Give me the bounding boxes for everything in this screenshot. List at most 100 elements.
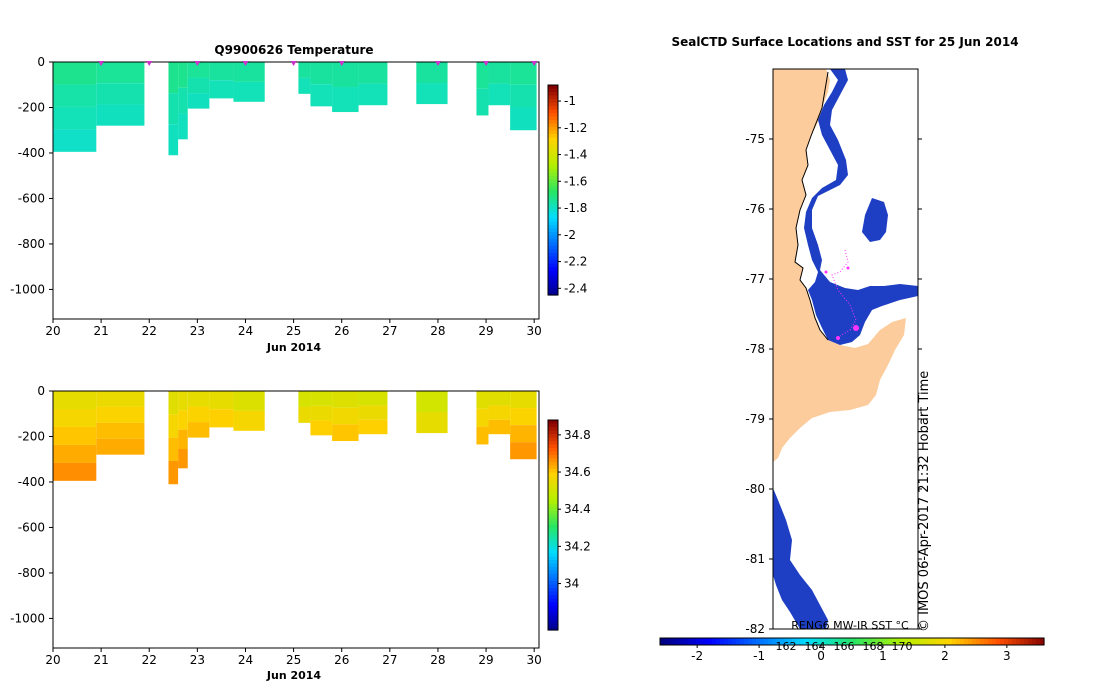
profile-cell [476,408,489,427]
sst-colorbar-segment [744,638,749,645]
sst-colorbar-segment [948,638,953,645]
x-tick-label: 27 [382,324,397,338]
profile-cell [510,107,537,131]
profile-cell [168,124,179,156]
colorbar-segment [548,549,558,554]
profile-cell [488,405,511,420]
colorbar-segment [548,619,558,624]
colorbar-tick-label: -1.2 [564,121,587,135]
x-tick-label: 30 [527,324,542,338]
sst-colorbar-segment [724,638,729,645]
y-tick-label: -1000 [10,282,45,296]
profile-cell [476,426,489,445]
map-panel: SealCTD Surface Locations and SST for 25… [659,35,1045,663]
sst-colorbar-segment [932,638,937,645]
overlay-scale-label: 162 [776,640,797,653]
colorbar-segment [548,577,558,582]
profile-cell [53,106,97,130]
sst-colorbar-segment [732,638,737,645]
sst-colorbar-segment [1036,638,1041,645]
profile-cell [187,77,210,94]
colorbar-segment [548,539,558,544]
colorbar-segment [548,511,558,516]
colorbar-tick-label: 34.8 [564,428,591,442]
profile-cell [358,405,388,420]
colorbar-segment [548,514,558,519]
y-tick-label: 0 [37,55,45,69]
profile-cell [53,391,97,409]
profile-cell [168,62,179,94]
profile-cell [510,408,537,426]
colorbar-segment [548,598,558,603]
colorbar-segment [548,560,558,565]
colorbar-segment [548,546,558,551]
sst-colorbar-tick-label: -1 [753,649,765,663]
colorbar-segment [548,197,558,202]
colorbar-segment [548,581,558,586]
profile-cell [488,62,511,84]
profile-cell [53,462,97,481]
colorbar-tick-label: 34.4 [564,502,591,516]
colorbar-segment [548,260,558,265]
sst-colorbar-segment [860,638,865,645]
map-colorbar-label: RENG6 MW-IR SST °C [791,619,909,632]
profile-cell [53,129,97,152]
sst-colorbar-segment [992,638,997,645]
colorbar-segment [548,528,558,533]
sst-colorbar-segment [900,638,905,645]
profile-marker [146,61,153,66]
colorbar-segment [548,626,558,631]
colorbar-tick-label: -2.4 [564,281,587,295]
colorbar-segment [548,291,558,296]
colorbar-segment [548,588,558,593]
colorbar-segment [548,232,558,237]
salinity-xlabel: Jun 2014 [266,669,322,682]
profile-cell [332,391,359,408]
colorbar-segment [548,200,558,205]
profile-cell [168,391,179,415]
colorbar-segment [548,109,558,114]
colorbar-tick-label: -2 [564,228,576,242]
sst-colorbar-segment [792,638,797,645]
sst-colorbar-tick-label: 0 [817,649,825,663]
x-tick-label: 25 [286,653,301,667]
sst-colorbar-segment [908,638,913,645]
profile-cell [233,81,265,102]
x-tick-label: 26 [334,324,349,338]
colorbar-segment [548,267,558,272]
y-tick-label: -400 [18,146,45,160]
lat-tick-label: -82 [745,622,765,636]
colorbar-segment [548,532,558,537]
colorbar-segment [548,92,558,97]
profile-cell [209,80,234,99]
sst-colorbar-segment [940,638,945,645]
sst-colorbar-tick-label: 2 [941,649,949,663]
profile-cell [96,83,145,105]
y-tick-label: -200 [18,100,45,114]
overlay-scale-ticks: 162 164 166 168 170 [776,640,913,653]
profile-cell [488,391,511,406]
lat-tick-label: -79 [745,412,765,426]
x-tick-label: 30 [527,653,542,667]
colorbar-segment [548,88,558,93]
x-tick-label: 26 [334,653,349,667]
profile-cell [96,422,145,439]
colorbar-segment [548,148,558,153]
profile-cell [209,391,234,410]
sst-colorbar-segment [716,638,721,645]
sst-colorbar-segment [848,638,853,645]
colorbar-segment [548,472,558,477]
colorbar-frame [547,419,559,631]
sst-colorbar-segment [1008,638,1013,645]
colorbar-segment [548,144,558,149]
colorbar-segment [548,116,558,121]
x-tick-label: 23 [190,324,205,338]
colorbar-segment [548,207,558,212]
colorbar-segment [548,106,558,111]
x-tick-label: 25 [286,324,301,338]
sst-colorbar-segment [924,638,929,645]
colorbar-segment [548,274,558,279]
sst-west-patch [773,488,828,629]
track-marker-2 [836,336,840,340]
sst-colorbar-segment [996,638,1001,645]
